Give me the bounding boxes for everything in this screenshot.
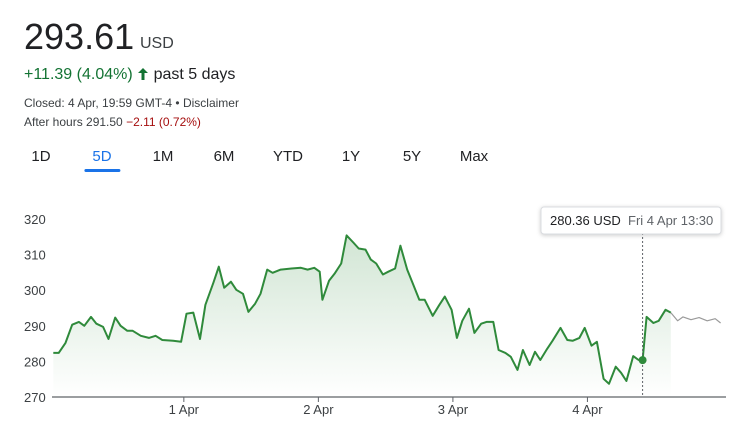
range-tab[interactable]: 1M: [152, 148, 174, 165]
tooltip-date: Fri 4 Apr 13:30: [628, 213, 713, 228]
after-hours-row: After hours 291.50 −2.11 (0.72%): [24, 115, 201, 129]
tooltip-box: [540, 206, 722, 235]
period: past 5 days: [153, 66, 236, 83]
tab-underline: [84, 169, 120, 172]
y-tick-label: 310: [24, 248, 46, 263]
after-hours: After hours 291.50: [24, 115, 123, 129]
price-line: [53, 234, 672, 385]
y-tick-label: 300: [24, 283, 46, 298]
change-row: +11.39 (4.04%) past 5 days: [24, 66, 235, 84]
hover-point: [638, 356, 647, 365]
up-arrow: [138, 68, 149, 80]
closed-row: Closed: 4 Apr, 19:59 GMT-4 • Disclaimer: [24, 96, 239, 110]
x-tick-label: 4 Apr: [572, 402, 603, 417]
range-tab[interactable]: 1Y: [341, 148, 361, 165]
change: +11.39 (4.04%): [24, 66, 133, 83]
area: [53, 235, 671, 397]
x-tick-label: 2 Apr: [303, 402, 334, 417]
range-tab[interactable]: YTD: [273, 148, 303, 165]
range-tab[interactable]: 5Y: [402, 148, 422, 165]
x-tick-label: 1 Apr: [169, 402, 200, 417]
after-hours-change: −2.11 (0.72%): [126, 115, 201, 129]
y-tick-label: 290: [24, 319, 46, 334]
x-tick-label: 3 Apr: [438, 402, 469, 417]
price: 293.61: [24, 16, 135, 57]
y-tick-label: 270: [24, 390, 46, 405]
range-tab[interactable]: Max: [459, 148, 489, 165]
disclaimer-link[interactable]: Disclaimer: [182, 96, 239, 110]
closed: Closed: 4 Apr, 19:59 GMT-4 •: [24, 96, 183, 110]
y-tick-label: 320: [24, 212, 46, 227]
range-tab[interactable]: 5D: [84, 148, 120, 172]
range-tab[interactable]: 1D: [31, 148, 51, 165]
tooltip-value: 280.36 USD: [550, 213, 621, 228]
currency: USD: [140, 35, 174, 52]
y-tick-label: 280: [24, 354, 46, 369]
range-tab[interactable]: 6M: [213, 148, 235, 165]
price-line: [670, 312, 721, 324]
